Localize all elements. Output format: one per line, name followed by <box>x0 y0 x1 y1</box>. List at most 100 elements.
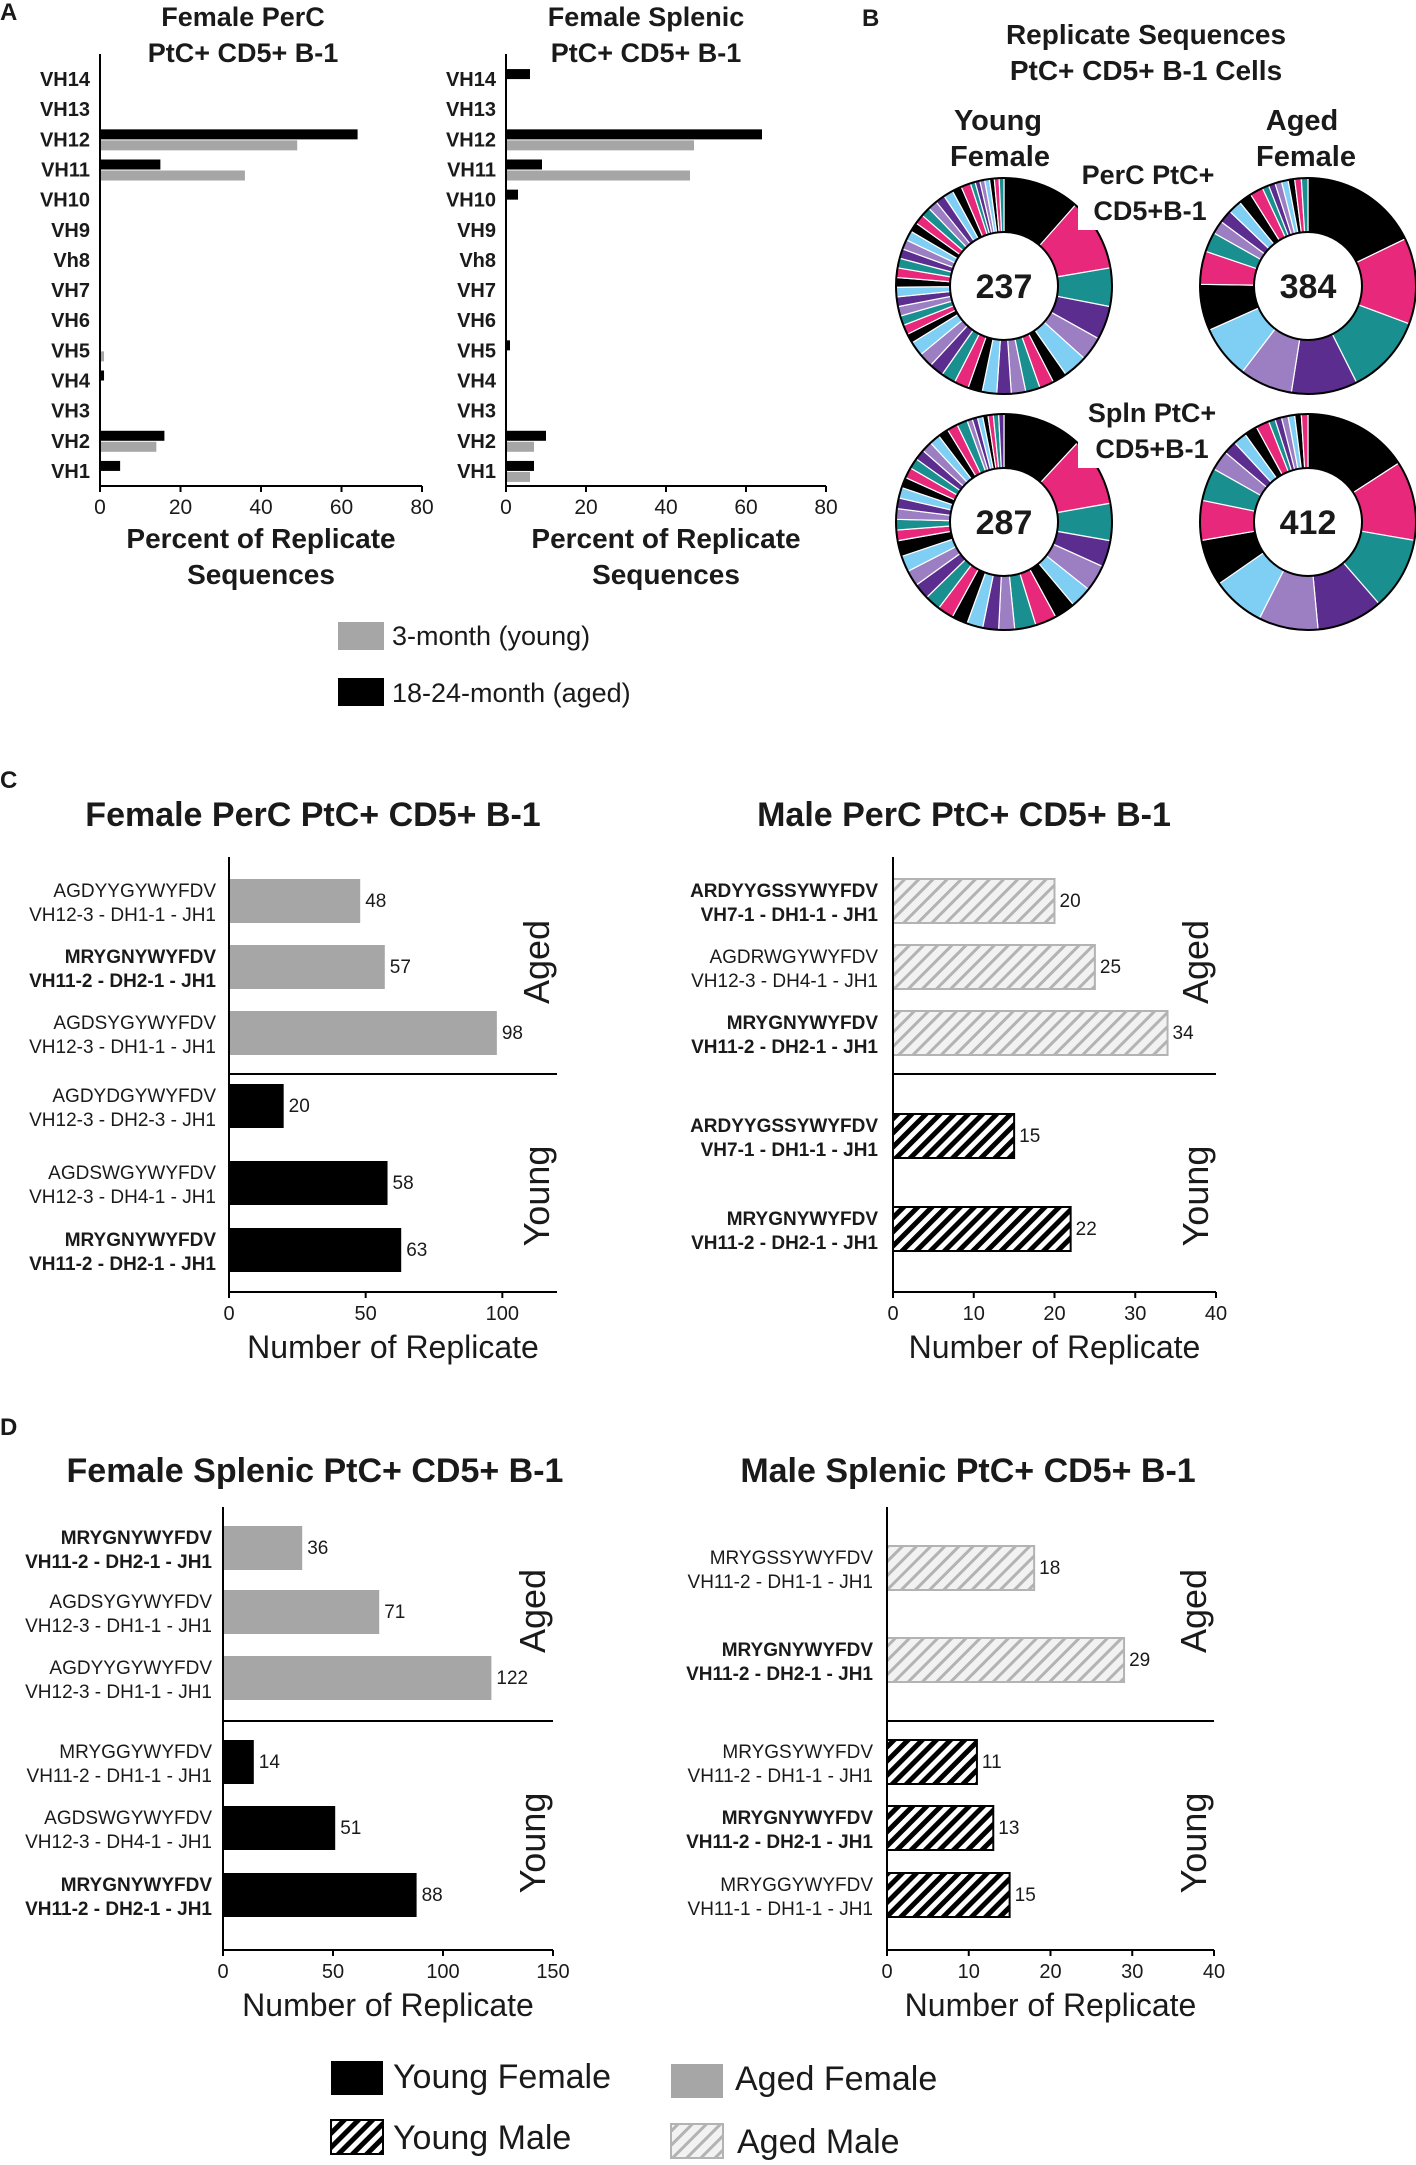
category-label: VH10 <box>40 190 90 212</box>
x-tick-label: 0 <box>881 1961 892 1983</box>
bar-young <box>506 471 530 482</box>
donut-row1-line1: PerC PtC+ <box>1082 160 1215 190</box>
group-label: Young <box>1175 1146 1216 1247</box>
bar-aged <box>229 1011 497 1055</box>
x-tick-label: 0 <box>217 1961 228 1983</box>
sequence-label: AGDSWGYWYFDV <box>44 1808 212 1829</box>
category-label: VH7 <box>457 280 496 302</box>
chart-title: Male Splenic PtC+ CD5+ B-1 <box>740 1452 1195 1490</box>
category-label: VH9 <box>51 220 90 242</box>
bar-aged <box>886 1637 1126 1683</box>
x-tick-label: 30 <box>1124 1303 1146 1325</box>
category-label: VH5 <box>457 340 496 362</box>
donut-young-female-spln: 287 <box>895 413 1113 631</box>
bar-aged <box>100 159 161 170</box>
bar-young <box>100 140 298 151</box>
sequence-label: MRYGNYWYFDV <box>65 947 217 968</box>
bar-value-label: 29 <box>1129 1650 1150 1671</box>
bar-aged <box>892 878 1056 924</box>
chart-c-right-male-perc: Male PerC PtC+ CD5+ B-1 20 ARDYYGSSYWYFDV V… <box>690 796 1227 1365</box>
group-label: Aged <box>512 1569 553 1653</box>
gene-label: VH11-2 - DH2-1 - JH1 <box>29 971 216 992</box>
chart-c-left-female-perc: Female PerC PtC+ CD5+ B-1 48 AGDYYGYWYFDV V… <box>29 796 557 1365</box>
x-tick-label: 80 <box>410 496 433 519</box>
gene-label: VH11-2 - DH1-1 - JH1 <box>688 1572 873 1593</box>
donut-outline <box>895 177 1113 395</box>
bar-young <box>223 1873 417 1917</box>
gene-label: VH12-3 - DH1-1 - JH1 <box>29 905 216 926</box>
chart-title: Male PerC PtC+ CD5+ B-1 <box>757 796 1171 834</box>
category-label: VH6 <box>457 310 496 332</box>
bar-young <box>229 1228 402 1272</box>
gene-label: VH11-2 - DH2-1 - JH1 <box>29 1254 216 1275</box>
panel-label-a: A <box>0 0 17 26</box>
chart-d-left-female-splenic: Female Splenic PtC+ CD5+ B-1 36 MRYGNYWYFD… <box>25 1452 570 2023</box>
bar-young <box>100 170 245 181</box>
legend-swatch-aged-female <box>671 2064 723 2098</box>
x-tick-label: 150 <box>536 1961 569 1983</box>
bar-aged <box>506 460 534 471</box>
sequence-label: MRYGNYWYFDV <box>727 1013 879 1034</box>
category-label: VH5 <box>51 340 90 362</box>
gene-label: VH12-3 - DH1-1 - JH1 <box>25 1616 212 1637</box>
category-label: VH9 <box>457 220 496 242</box>
bar-aged <box>892 944 1096 990</box>
donut-total: 384 <box>1280 268 1337 306</box>
bar-value-label: 15 <box>1015 1885 1036 1906</box>
category-label: VH14 <box>40 69 91 91</box>
group-label: Aged <box>516 920 557 1004</box>
bar-value-label: 98 <box>502 1023 523 1044</box>
x-axis-label: Sequences <box>592 559 740 590</box>
category-label: VH13 <box>40 99 90 121</box>
category-label: VH1 <box>457 461 496 483</box>
x-axis-label: Sequences <box>187 559 335 590</box>
x-axis-label: Number of Replicate <box>909 1329 1201 1365</box>
category-label: VH7 <box>51 280 90 302</box>
donut-title-line2: PtC+ CD5+ B-1 Cells <box>1010 55 1282 86</box>
chart-title: Female Splenic PtC+ CD5+ B-1 <box>67 1452 564 1490</box>
chart-title: Female PerC PtC+ CD5+ B-1 <box>85 796 540 834</box>
legend-label-aged: 18-24-month (aged) <box>392 678 631 708</box>
legend-swatch-young-male <box>330 2119 384 2155</box>
gene-label: VH12-3 - DH1-1 - JH1 <box>29 1037 216 1058</box>
sequence-label: AGDSYGYWYFDV <box>53 1013 216 1034</box>
legend-label-young: 3-month (young) <box>392 621 590 651</box>
sequence-label: MRYGSSYWYFDV <box>710 1548 874 1569</box>
x-axis-label: Percent of Replicate <box>126 523 395 554</box>
category-label: VH4 <box>457 371 497 393</box>
group-label: Young <box>1173 1793 1214 1894</box>
donut-col-young-line2: Female <box>950 141 1050 173</box>
x-tick-label: 80 <box>814 496 837 519</box>
bar-young <box>886 1805 995 1851</box>
donut-total: 287 <box>976 504 1033 542</box>
chart-title: PtC+ CD5+ B-1 <box>148 38 339 68</box>
gene-label: VH12-3 - DH2-3 - JH1 <box>29 1110 216 1131</box>
x-tick-label: 60 <box>734 496 757 519</box>
bar-aged <box>506 189 518 200</box>
bar-aged <box>229 945 385 989</box>
sequence-label: AGDRWGYWYFDV <box>709 947 878 968</box>
gene-label: VH11-2 - DH2-1 - JH1 <box>691 1037 878 1058</box>
bar-value-label: 36 <box>307 1538 328 1559</box>
x-tick-label: 10 <box>958 1961 980 1983</box>
bar-value-label: 51 <box>340 1818 361 1839</box>
x-tick-label: 100 <box>426 1961 459 1983</box>
bar-aged <box>100 460 121 471</box>
legend-swatch-young-gray <box>338 622 384 650</box>
gene-label: VH7-1 - DH1-1 - JH1 <box>701 905 879 926</box>
bar-value-label: 20 <box>289 1096 310 1117</box>
panel-label-c: C <box>0 767 17 794</box>
category-label: VH10 <box>446 190 496 212</box>
category-label: VH2 <box>51 431 90 453</box>
x-tick-label: 50 <box>355 1303 377 1325</box>
gene-label: VH11-2 - DH1-1 - JH1 <box>27 1766 212 1787</box>
donut-outline <box>895 413 1113 631</box>
gene-label: VH11-2 - DH1-1 - JH1 <box>688 1766 873 1787</box>
x-tick-label: 40 <box>1205 1303 1227 1325</box>
gene-label: VH7-1 - DH1-1 - JH1 <box>701 1140 879 1161</box>
bar-value-label: 63 <box>406 1240 427 1261</box>
sequence-label: MRYGNYWYFDV <box>61 1528 213 1549</box>
x-tick-label: 20 <box>1039 1961 1061 1983</box>
chart-d-right-male-splenic: Male Splenic PtC+ CD5+ B-1 18 MRYGSSYWYFDV… <box>686 1452 1225 2023</box>
x-tick-label: 20 <box>169 496 192 519</box>
